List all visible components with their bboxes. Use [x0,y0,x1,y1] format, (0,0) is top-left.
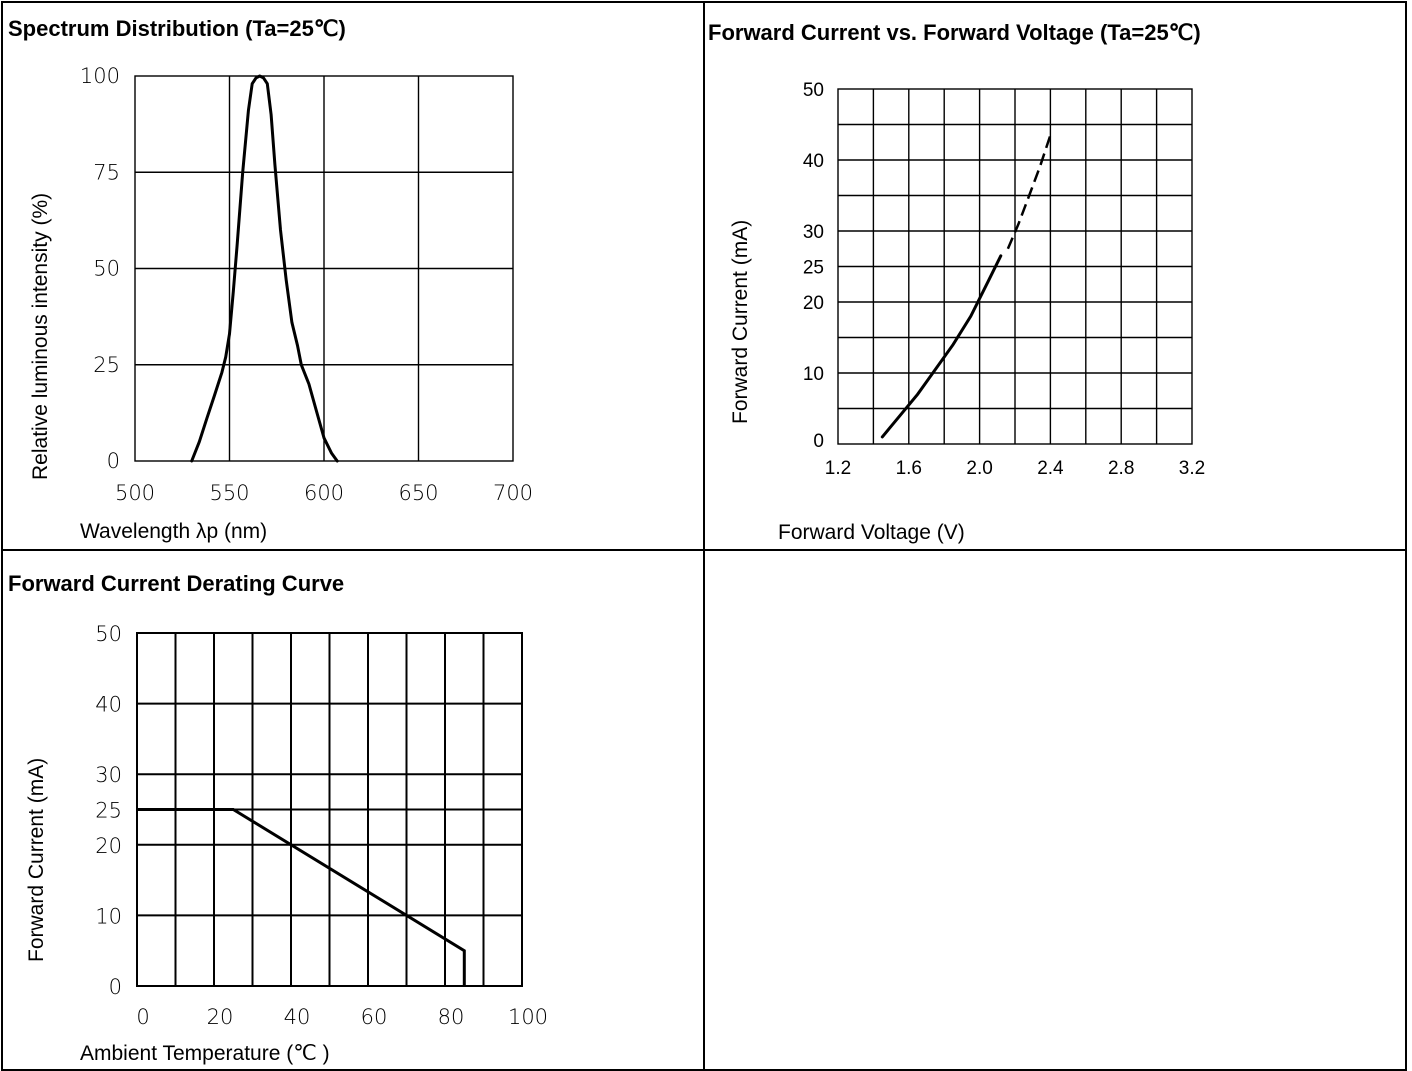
spectrum-y-tick-label: 25 [93,353,120,377]
derating-y-tick-label: 25 [95,799,122,823]
derating-x-tick-label: 100 [508,1005,548,1029]
iv-x-tick-label: 2.8 [1108,458,1134,479]
derating-x-tick-label: 0 [136,1005,149,1029]
iv-x-tick-label: 1.2 [825,458,851,479]
derating-x-tick-label: 20 [207,1005,234,1029]
spectrum-x-axis-title: Wavelength λp (nm) [80,520,267,543]
table-vertical-divider [703,1,705,1071]
derating-curve [137,808,466,986]
iv-grid [837,88,1193,445]
iv-y-tick-label: 0 [813,431,824,452]
iv-curve-dashed [1006,134,1052,250]
spectrum-curve [190,74,339,463]
iv-tick-labels: 1.2 1.6 2.0 2.4 2.8 3.2 0 10 20 25 30 40 50 [803,80,1205,479]
iv-y-tick-label: 10 [803,364,824,385]
spectrum-grid [134,75,514,462]
derating-x-axis-title: Ambient Temperature (℃ ) [80,1042,330,1065]
spectrum-x-tick-label: 600 [304,481,344,505]
iv-y-tick-label: 50 [803,80,824,101]
spectrum-x-tick-label: 550 [209,481,249,505]
iv-y-tick-label: 25 [803,258,824,279]
derating-x-tick-label: 80 [438,1005,465,1029]
spectrum-x-tick-label: 500 [115,481,155,505]
iv-curve-solid [880,254,1003,439]
iv-x-tick-label: 2.4 [1037,458,1064,479]
spectrum-x-tick-label: 700 [493,481,533,505]
iv-x-tick-label: 1.6 [896,458,922,479]
table-horizontal-divider [1,549,1407,551]
iv-x-tick-label: 3.2 [1179,458,1205,479]
spectrum-tick-labels: 500 550 600 650 700 0 25 50 75 100 [80,64,533,505]
derating-y-tick-label: 10 [95,904,122,928]
spectrum-y-tick-label: 0 [107,449,120,473]
derating-y-tick-label: 40 [95,693,122,717]
derating-y-tick-label: 0 [109,975,122,999]
iv-panel-title: Forward Current vs. Forward Voltage (Ta=… [708,20,1201,45]
iv-x-axis-title: Forward Voltage (V) [778,521,965,544]
spectrum-y-tick-label: 100 [80,64,120,88]
derating-panel-title: Forward Current Derating Curve [8,571,345,596]
derating-tick-labels: 0 10 20 25 30 40 50 0 20 40 60 80 100 [95,622,548,1029]
spectrum-y-axis-title: Relative luminous intensity (%) [29,193,52,480]
derating-y-axis-title: Forward Current (mA) [25,758,48,962]
derating-y-tick-label: 50 [95,622,122,646]
derating-x-tick-label: 60 [361,1005,388,1029]
spectrum-x-tick-label: 650 [398,481,438,505]
derating-y-tick-label: 30 [95,763,122,787]
spectrum-y-tick-label: 75 [93,160,120,184]
iv-y-tick-label: 20 [803,293,824,314]
iv-x-tick-label: 2.0 [966,458,992,479]
iv-y-tick-label: 40 [803,151,824,172]
spectrum-y-tick-label: 50 [93,257,120,281]
iv-y-tick-label: 30 [803,222,824,243]
iv-y-axis-title: Forward Current (mA) [729,220,752,424]
derating-x-tick-label: 40 [284,1005,311,1029]
derating-y-tick-label: 20 [95,834,122,858]
spectrum-panel-title: Spectrum Distribution (Ta=25℃) [8,16,346,41]
